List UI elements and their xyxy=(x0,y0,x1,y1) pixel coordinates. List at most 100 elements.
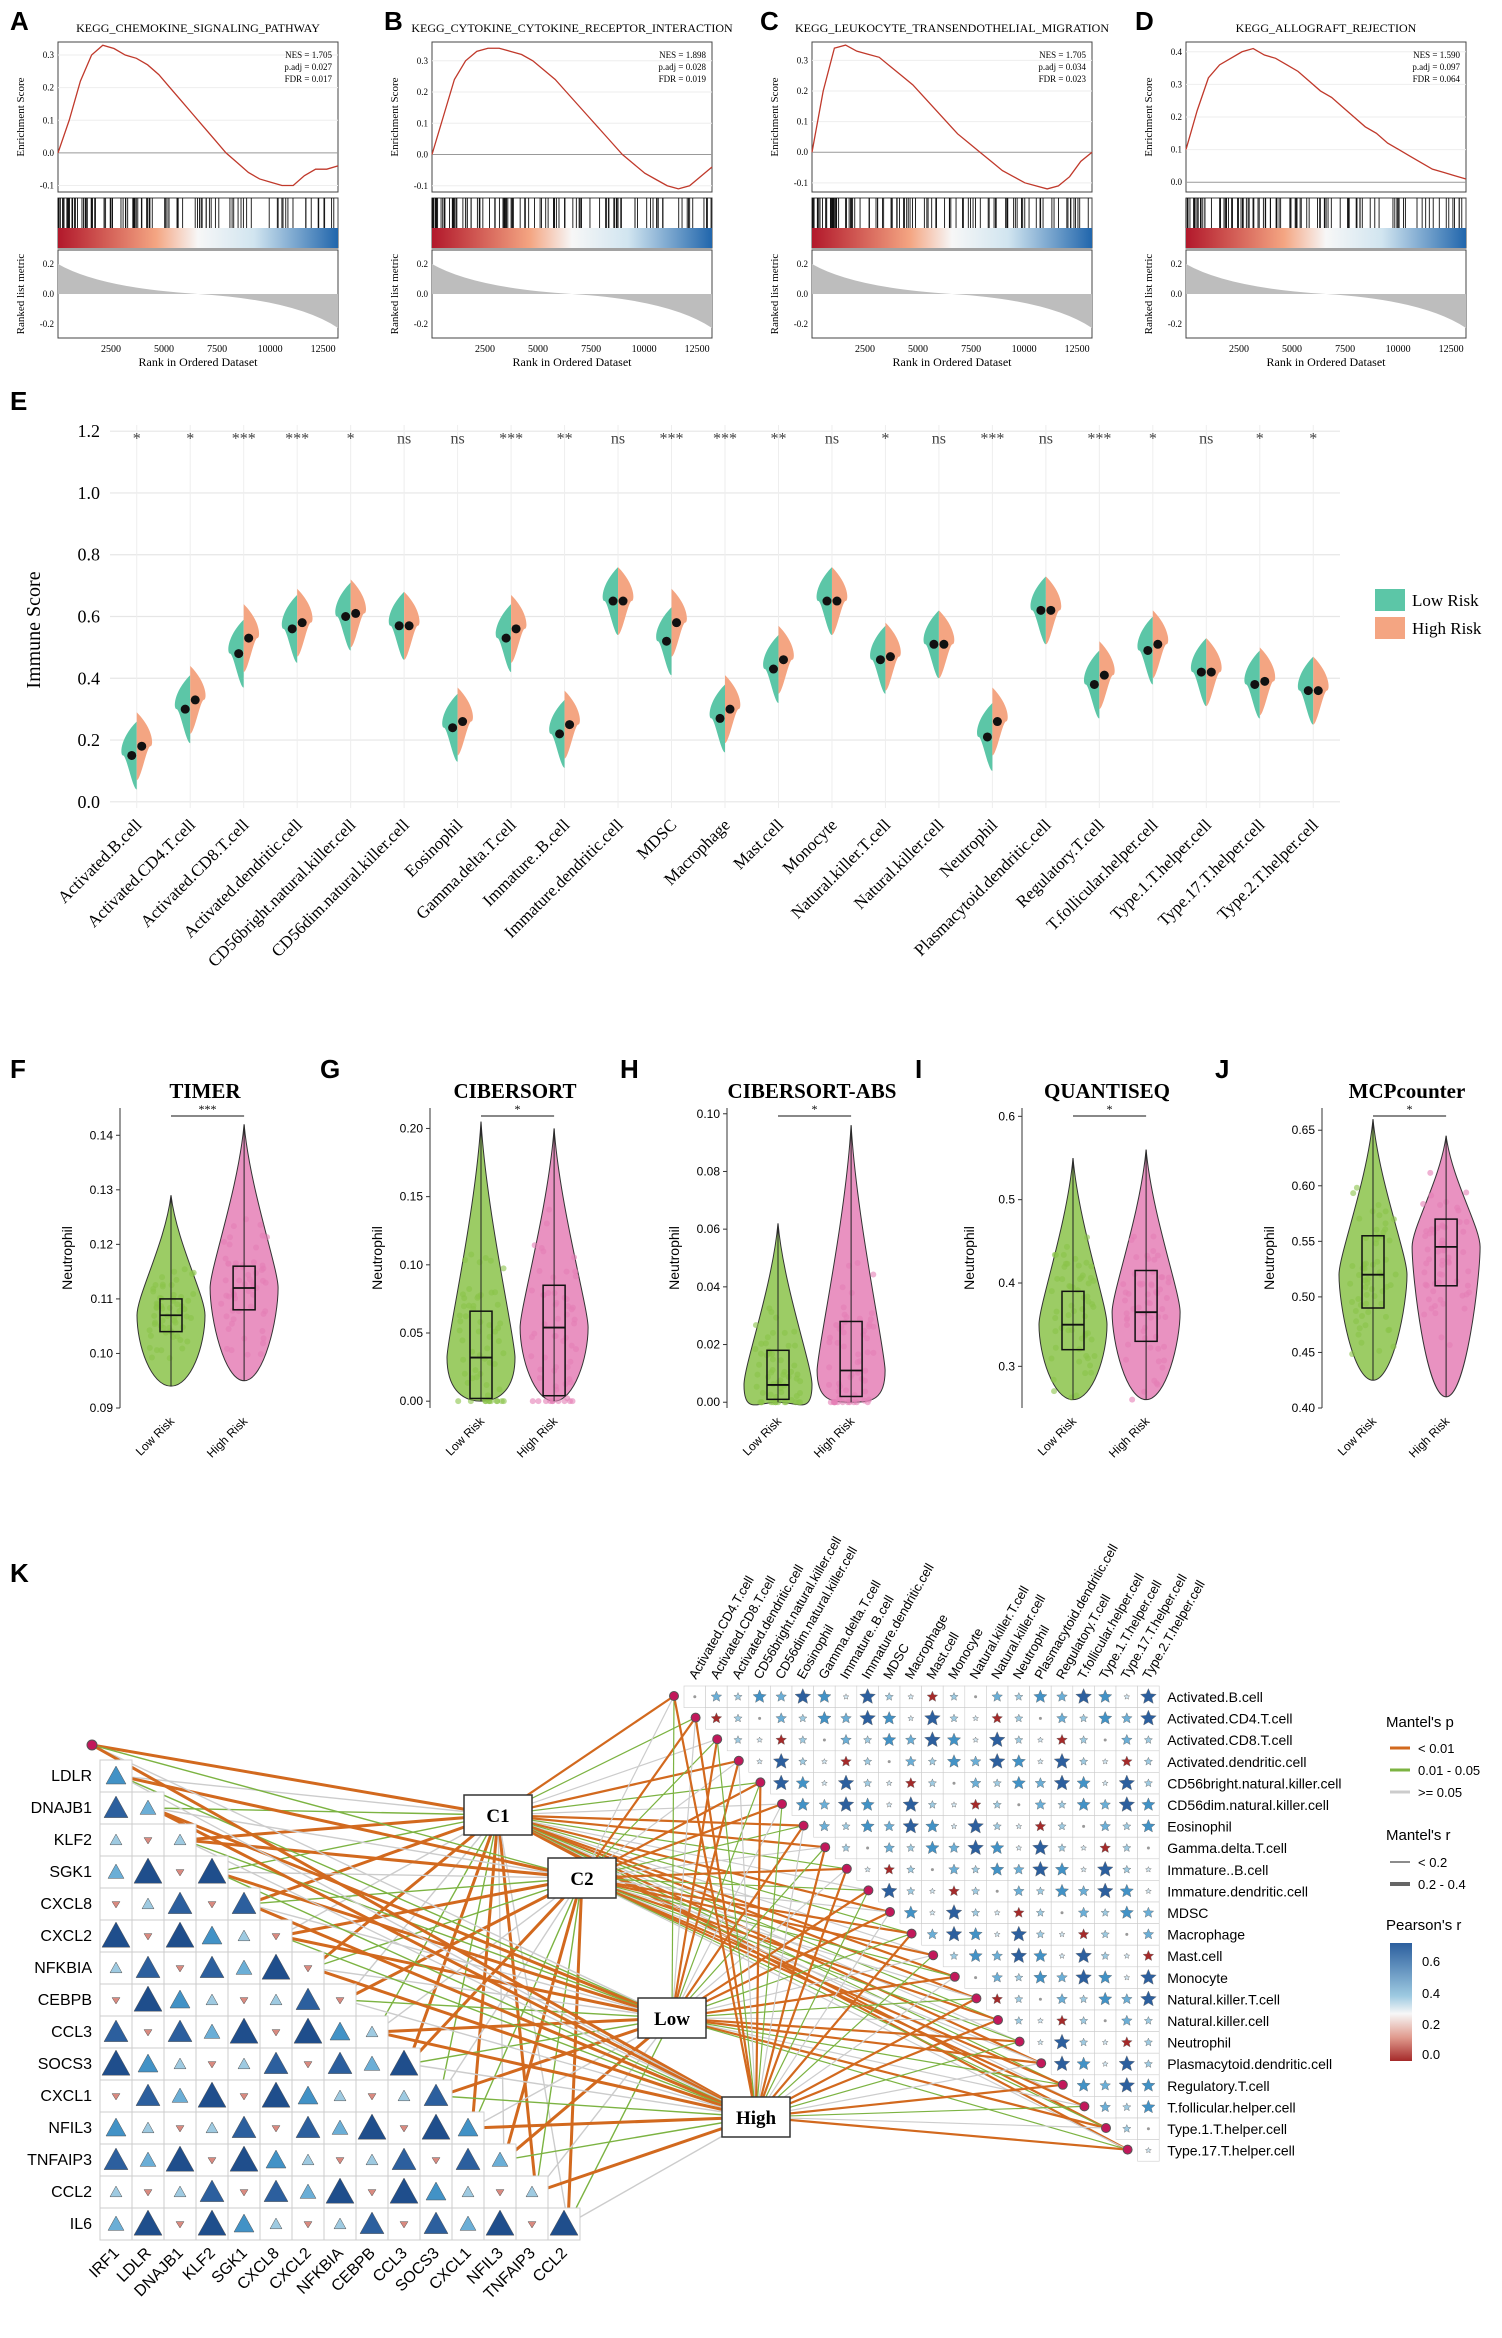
jitter-point xyxy=(1440,1240,1447,1247)
jitter-point xyxy=(826,1339,833,1346)
y-tick-label: 0.6 xyxy=(78,607,101,627)
correlation-marker xyxy=(235,1959,253,1975)
significance-label: ns xyxy=(397,431,411,448)
mantel-edge xyxy=(670,1739,719,2019)
jitter-point xyxy=(476,1259,483,1266)
correlation-marker xyxy=(397,2089,411,2102)
mantel-edge xyxy=(471,2115,757,2130)
correlation-marker xyxy=(885,1801,893,1808)
jitter-point xyxy=(1428,1305,1435,1312)
jitter-point xyxy=(1084,1234,1091,1241)
jitter-point xyxy=(834,1399,841,1406)
jitter-point xyxy=(230,1223,237,1230)
jitter-point xyxy=(1052,1328,1059,1335)
correlation-marker xyxy=(1053,2033,1071,2050)
correlation-marker xyxy=(1056,1733,1068,1745)
legend-p-item-2: 0.01 - 0.05 xyxy=(1418,1763,1480,1778)
jitter-point xyxy=(780,1371,787,1378)
median-point-high xyxy=(458,717,468,727)
legend-r-item-2: 0.2 - 0.4 xyxy=(1418,1877,1466,1892)
mantel-edge xyxy=(375,2030,757,2119)
jitter-point xyxy=(1456,1219,1463,1226)
correlation-marker xyxy=(1058,1952,1066,1959)
gsea-stat: FDR = 0.023 xyxy=(1039,74,1087,84)
jitter-point xyxy=(477,1319,484,1326)
correlation-marker xyxy=(109,1961,123,1974)
legend-r-item-1: < 0.2 xyxy=(1418,1855,1447,1870)
legend: Mantel's p < 0.01 0.01 - 0.05 >= 0.05 Ma… xyxy=(1386,1714,1480,2062)
correlation-marker xyxy=(197,1857,227,1884)
group-node-label: C1 xyxy=(486,1806,509,1827)
jitter-point xyxy=(474,1294,481,1301)
correlation-marker xyxy=(139,1799,157,1815)
jitter-point xyxy=(1455,1207,1462,1214)
gene-row-label: NFKBIA xyxy=(34,1960,92,1977)
x-tick-label: High Risk xyxy=(811,1414,858,1461)
jitter-point xyxy=(173,1276,180,1283)
median-point-high xyxy=(992,717,1002,727)
correlation-marker xyxy=(175,1869,185,1877)
jitter-point xyxy=(867,1316,874,1323)
jitter-point xyxy=(174,1333,181,1340)
jitter-point xyxy=(826,1364,833,1371)
significance-label: *** xyxy=(713,431,737,448)
jitter-point xyxy=(1378,1300,1385,1307)
correlation-marker xyxy=(1060,1911,1064,1915)
jitter-point xyxy=(147,1332,154,1339)
correlation-marker xyxy=(948,1885,960,1897)
correlation-marker xyxy=(423,2211,449,2234)
panel-title: TIMER xyxy=(169,1079,241,1103)
jitter-point xyxy=(1375,1201,1382,1208)
correlation-marker xyxy=(229,2017,259,2044)
matrix-cell xyxy=(259,1919,293,1953)
gsea-stat: p.adj = 0.034 xyxy=(1038,62,1086,72)
correlation-marker xyxy=(884,1691,894,1701)
es-curve xyxy=(57,44,339,187)
correlation-marker xyxy=(495,2189,505,2197)
correlation-marker xyxy=(991,1949,1003,1961)
correlation-marker xyxy=(1056,2014,1068,2026)
correlation-marker xyxy=(949,1951,959,1960)
correlation-marker xyxy=(111,1901,121,1909)
correlation-marker xyxy=(1076,2078,1091,2092)
correlation-marker xyxy=(1123,1974,1131,1981)
legend-swatch-high xyxy=(1375,617,1405,639)
jitter-point xyxy=(1142,1324,1149,1331)
correlation-marker xyxy=(1036,1758,1044,1765)
jitter-point xyxy=(856,1315,863,1322)
jitter-point xyxy=(456,1327,463,1334)
correlation-marker xyxy=(1141,2078,1156,2092)
panel-label-h: H xyxy=(620,1054,639,1084)
correlation-marker xyxy=(1122,1821,1132,1831)
gene-row-label: CXCL1 xyxy=(40,2088,92,2105)
correlation-marker xyxy=(927,1778,937,1788)
correlation-marker xyxy=(1100,1951,1110,1960)
correlation-marker xyxy=(261,1953,291,1980)
jitter-point xyxy=(1129,1396,1136,1403)
correlation-marker xyxy=(197,2209,227,2236)
mantel-edge xyxy=(497,1814,847,1870)
jitter-point xyxy=(797,1399,804,1406)
legend-mantel-r-title: Mantel's r xyxy=(1386,1827,1451,1844)
violin-panel-mcpcounter: MCPcounter 0.40 0.45 0.50 0.55 0.60 0.65 Neutro… xyxy=(1261,1079,1481,1460)
mantel-edge xyxy=(503,2016,673,2162)
jitter-point xyxy=(1088,1369,1095,1376)
mantel-edge xyxy=(311,1967,673,2019)
jitter-point xyxy=(1368,1286,1375,1293)
jitter-point xyxy=(778,1389,785,1396)
median-point-high xyxy=(565,720,575,730)
y-tick-label: 0.5 xyxy=(998,1193,1015,1207)
correlation-marker xyxy=(1015,1844,1023,1851)
correlation-marker xyxy=(1100,1929,1110,1939)
jitter-point xyxy=(1353,1184,1360,1191)
jitter-point xyxy=(1428,1226,1435,1233)
mantel-edge xyxy=(497,1814,999,2021)
correlation-marker xyxy=(1014,1691,1024,1701)
correlation-marker xyxy=(905,1777,917,1789)
jitter-point xyxy=(483,1382,490,1389)
jitter-point xyxy=(1463,1218,1470,1225)
significance-label: ns xyxy=(611,431,625,448)
correlation-marker xyxy=(239,2093,249,2101)
jitter-point xyxy=(179,1324,186,1331)
jitter-point xyxy=(843,1387,850,1394)
